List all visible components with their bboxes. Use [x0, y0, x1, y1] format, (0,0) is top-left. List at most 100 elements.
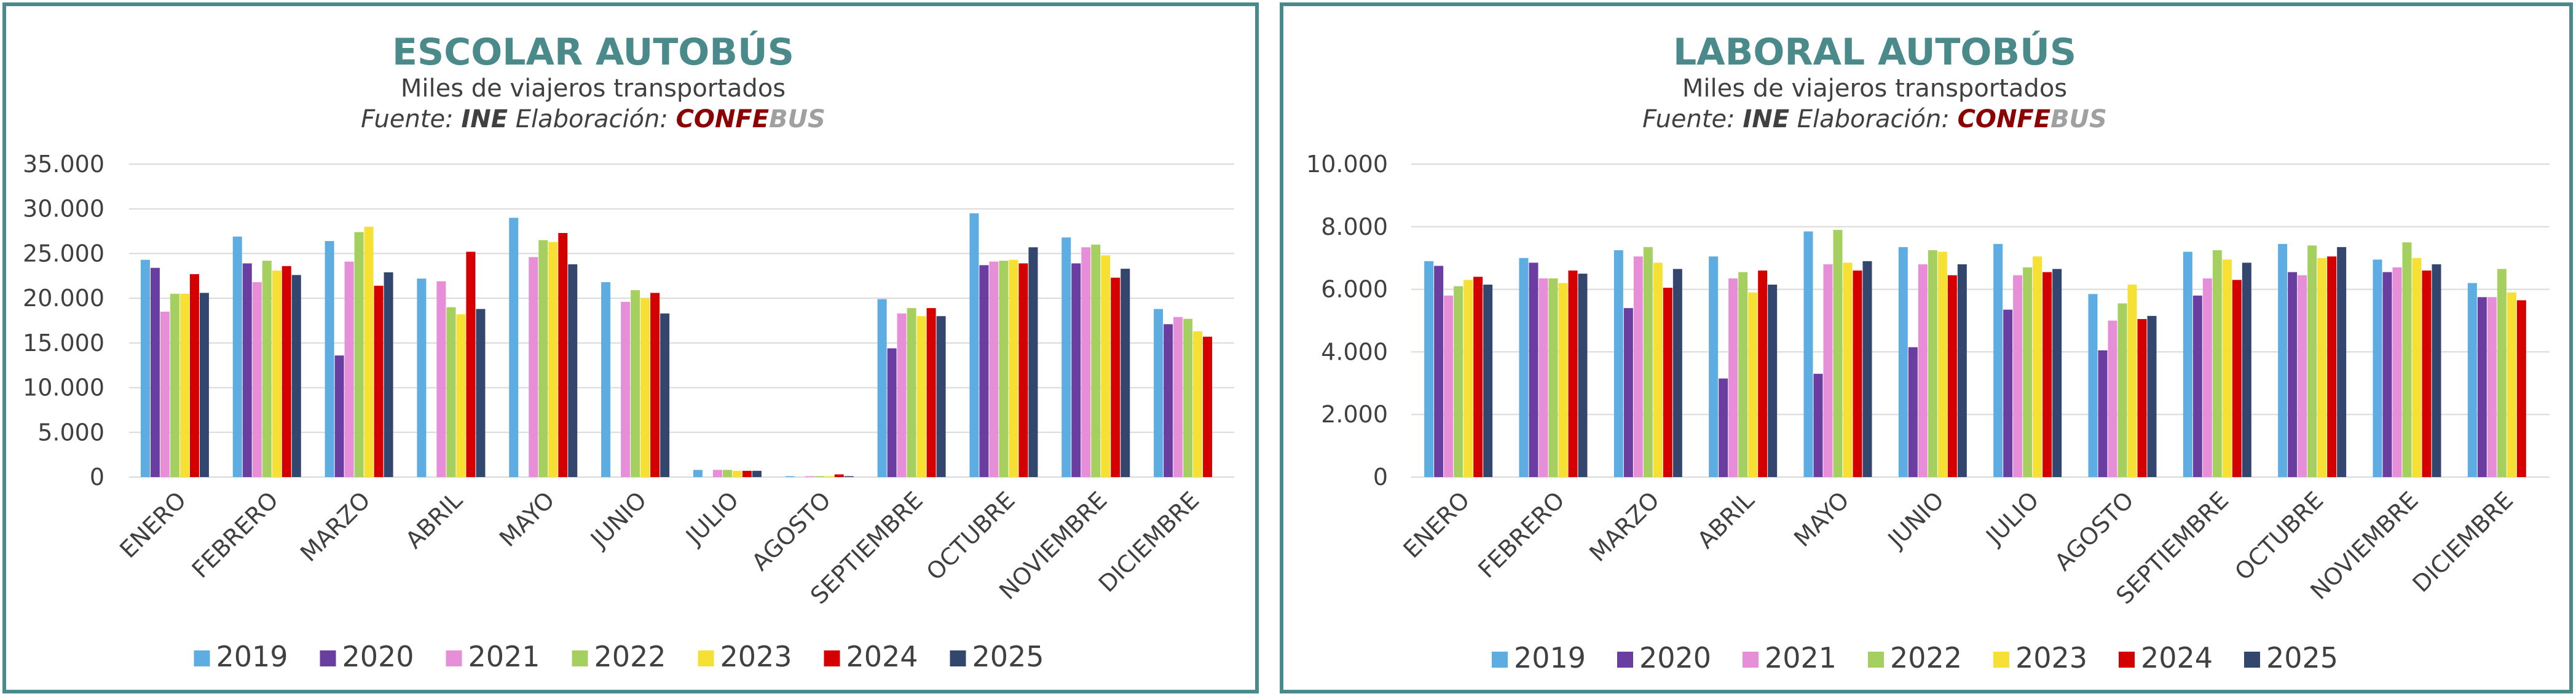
bar-2023-diciembre — [1193, 331, 1203, 477]
bar-2021-octubre — [989, 261, 999, 477]
chart-title: LABORAL AUTOBÚS — [1673, 30, 2076, 74]
bar-2023-septiembre — [2222, 259, 2232, 477]
bar-2024-septiembre — [926, 308, 936, 477]
bar-2020-febrero — [242, 263, 252, 477]
bar-2025-enero — [199, 293, 209, 477]
bar-2022-marzo — [354, 232, 364, 477]
bar-2019-abril — [1709, 256, 1719, 477]
bar-2022-abril — [1738, 272, 1748, 477]
legend-swatch — [1868, 652, 1884, 668]
bar-2019-mayo — [509, 218, 519, 477]
bar-2019-enero — [1424, 261, 1434, 477]
bar-2023-enero — [179, 293, 189, 477]
legend-label: 2019 — [216, 640, 288, 673]
bar-2021-junio — [621, 301, 631, 477]
chart-panel-laboral: LABORAL AUTOBÚS Miles de viajeros transpo… — [1280, 2, 2573, 693]
bar-2020-diciembre — [2477, 297, 2487, 477]
bar-2025-febrero — [291, 275, 301, 477]
bar-2020-enero — [150, 267, 160, 477]
legend-swatch — [320, 650, 336, 666]
bar-2019-diciembre — [2467, 283, 2477, 477]
bar-2021-noviembre — [1081, 247, 1091, 477]
legend-swatch — [1492, 652, 1508, 668]
x-category-label: DICIEMBRE — [2408, 486, 2519, 598]
y-tick-label: 30.000 — [23, 195, 104, 223]
bar-2023-enero — [1463, 280, 1473, 477]
bar-2019-abril — [417, 278, 427, 477]
legend-swatch — [1743, 652, 1759, 668]
bar-2022-mayo — [538, 240, 548, 477]
bar-2021-marzo — [1633, 256, 1643, 477]
bar-2025-julio — [2052, 269, 2062, 477]
x-category-label: JULIO — [1980, 486, 2044, 550]
bar-2021-octubre — [2298, 275, 2307, 477]
legend-label: 2023 — [720, 640, 792, 673]
y-tick-label: 2.000 — [1321, 401, 1388, 428]
bar-2025-agosto — [2147, 315, 2157, 477]
bar-2024-marzo — [1663, 288, 1672, 477]
legend-label: 2019 — [1514, 641, 1586, 674]
x-category-label: JULIO — [680, 486, 744, 550]
bar-2022-marzo — [1643, 247, 1653, 477]
bar-2023-abril — [456, 314, 466, 477]
bar-2024-marzo — [374, 285, 384, 477]
x-category-label: ENERO — [1398, 486, 1475, 563]
chart-subtitle: Miles de viajeros transportados — [1682, 74, 2067, 103]
bar-2024-mayo — [1853, 271, 1862, 477]
bar-2025-noviembre — [2432, 264, 2441, 477]
bar-2019-agosto — [785, 476, 795, 477]
x-category-label: MARZO — [1584, 486, 1664, 567]
legend-label: 2020 — [342, 640, 414, 673]
bar-2021-enero — [1444, 295, 1454, 477]
bar-2021-julio — [2013, 275, 2023, 477]
bar-2021-febrero — [1538, 278, 1548, 477]
bar-2020-marzo — [334, 355, 344, 477]
bar-2022-febrero — [262, 261, 272, 477]
bar-2019-septiembre — [2183, 251, 2192, 477]
bar-2021-septiembre — [897, 313, 907, 477]
bar-2020-noviembre — [2382, 272, 2392, 477]
legend-label: 2022 — [1890, 641, 1962, 674]
bar-2025-octubre — [1028, 247, 1038, 477]
bar-2024-enero — [1473, 277, 1483, 477]
x-category-label: AGOSTO — [746, 486, 836, 576]
bar-2022-mayo — [1833, 229, 1843, 477]
x-category-label: OCTUBRE — [2229, 486, 2328, 585]
legend-swatch — [572, 650, 588, 666]
bar-2021-agosto — [805, 476, 814, 477]
bar-2022-septiembre — [907, 308, 916, 477]
bar-2024-julio — [2042, 272, 2052, 477]
bar-2023-octubre — [2317, 258, 2327, 477]
bar-2021-marzo — [344, 261, 354, 477]
x-category-label: ENERO — [114, 486, 191, 563]
bar-2021-septiembre — [2202, 278, 2212, 477]
bar-2021-abril — [1728, 278, 1738, 477]
legend-label: 2025 — [2266, 641, 2338, 674]
legend-swatch — [1993, 652, 2009, 668]
bar-2022-julio — [2023, 267, 2033, 477]
bar-2020-julio — [2003, 309, 2013, 477]
x-category-label: ABRIL — [400, 486, 468, 554]
bar-2025-abril — [476, 309, 486, 477]
bar-2022-octubre — [999, 261, 1009, 477]
bar-2020-octubre — [2288, 272, 2298, 477]
y-tick-label: 8.000 — [1321, 213, 1388, 240]
chart-panel-escolar: ESCOLAR AUTOBÚS Miles de viajeros transpo… — [2, 2, 1259, 693]
y-tick-label: 5.000 — [37, 419, 104, 446]
bar-2019-julio — [1993, 243, 2003, 477]
legend-label: 2020 — [1639, 641, 1711, 674]
bar-2023-noviembre — [2412, 258, 2422, 477]
bar-2022-octubre — [2307, 245, 2317, 477]
bar-2019-noviembre — [1062, 237, 1071, 477]
y-tick-label: 6.000 — [1321, 276, 1388, 303]
x-category-label: JUNIO — [585, 486, 652, 553]
bar-2019-marzo — [1613, 250, 1623, 477]
bar-2022-septiembre — [2212, 250, 2222, 477]
bar-2024-enero — [189, 274, 199, 477]
y-tick-label: 15.000 — [23, 330, 104, 357]
bar-2025-septiembre — [936, 316, 946, 477]
bar-2019-octubre — [969, 213, 979, 477]
bar-2020-octubre — [979, 265, 989, 477]
x-category-label: MAYO — [1789, 486, 1854, 552]
